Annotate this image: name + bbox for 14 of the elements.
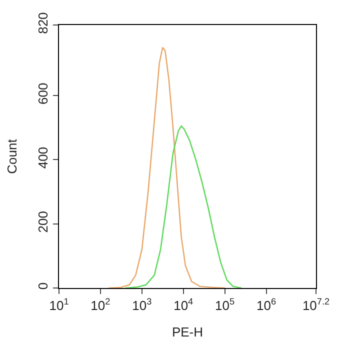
y-axis-title: Count (4, 138, 20, 174)
x-tick-label: 10$^{2}$ (90, 296, 110, 313)
y-tick-label: 400 (36, 146, 51, 169)
y-tick-label: 200 (36, 211, 51, 233)
y-tick-label: 600 (36, 82, 51, 104)
x-tick-label: 10$^{4}$ (174, 296, 194, 313)
y-tick-label: 820 (36, 12, 51, 34)
x-axis-title: PE-H (172, 324, 204, 340)
x-tick-label: 10$^{7.2}$ (302, 296, 330, 313)
x-tick-label: 10$^{1}$ (49, 296, 69, 313)
x-tick-label: 10$^{5}$ (215, 296, 235, 313)
x-tick-label: 10$^{6}$ (256, 296, 276, 313)
y-tick-label: 0 (36, 282, 51, 290)
x-tick-label: 10$^{3}$ (132, 296, 152, 313)
